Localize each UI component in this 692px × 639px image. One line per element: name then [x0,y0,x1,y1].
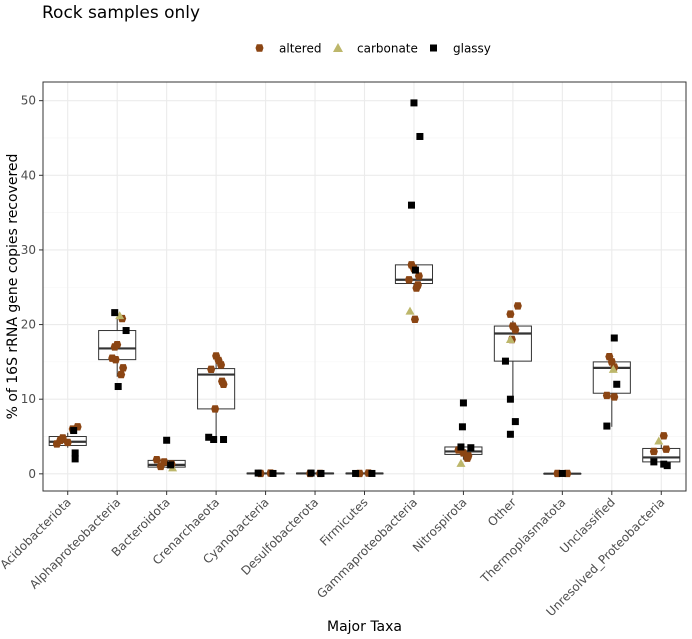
point-glassy [416,132,424,140]
point-glassy [511,418,519,426]
y-tick-label: 30 [21,243,36,257]
y-tick-label: 50 [21,94,36,108]
point-glassy [210,436,218,444]
point-altered [610,393,619,401]
point-glassy [317,469,325,477]
point-altered [414,272,423,280]
point-altered [207,365,216,374]
point-glassy [254,469,262,477]
point-glassy [163,436,171,444]
point-glassy [114,383,122,391]
point-glassy [506,430,514,438]
y-tick-label: 10 [21,392,36,406]
point-carbonate [115,311,125,320]
x-tick-label: Thermoplasmatota [477,495,568,586]
legend-key-carbonate [333,43,343,52]
chart-title: Rock samples only [42,3,200,23]
point-glassy [70,427,78,435]
point-carbonate [505,334,515,343]
point-glassy [368,469,376,477]
legend-label-glassy: glassy [453,42,491,56]
point-glassy [269,469,277,477]
point-altered [217,361,226,369]
x-axis: AcidobacteriotaAlphaproteobacteriaBacter… [0,491,667,619]
point-altered [111,355,120,364]
legend: altered carbonate glassy [255,42,491,56]
grid [43,82,686,491]
point-altered [113,341,122,349]
point-altered [506,310,515,318]
point-carbonate [456,458,466,467]
y-tick-label: 20 [21,318,36,332]
point-altered [119,364,128,372]
point-altered [156,462,165,471]
point-glassy [506,395,514,403]
point-altered [117,370,126,379]
point-glassy [663,462,671,470]
x-tick-label: Other [485,495,519,529]
legend-label-carbonate: carbonate [357,42,418,56]
y-tick-label: 0 [28,467,36,481]
point-glassy [650,458,658,466]
point-carbonate [608,364,618,373]
point-glassy [167,461,175,469]
x-axis-title: Major Taxa [327,619,402,635]
point-glassy [457,443,465,451]
point-glassy [558,469,566,477]
point-altered [211,405,220,413]
point-altered [56,436,65,444]
point-altered [513,302,522,310]
legend-label-altered: altered [279,42,321,56]
point-altered [405,276,414,284]
point-glassy [307,469,315,477]
point-glassy [603,422,611,430]
point-altered [63,438,72,447]
point-glassy [122,327,130,335]
y-tick-label: 40 [21,168,36,182]
point-glassy [71,455,79,463]
x-tick-label: Firmicutes [317,495,370,548]
point-altered [602,391,611,400]
point-glassy [501,357,509,365]
point-altered [219,380,228,388]
y-axis-title: % of 16S rRNA gene copies recovered [5,154,21,420]
data-points [52,99,671,478]
legend-key-altered [255,44,264,52]
point-altered [412,284,421,292]
point-glassy [407,201,415,209]
point-altered [662,445,671,453]
x-tick-label: Gammaproteobacteria [314,495,420,601]
point-glassy [111,309,119,317]
point-altered [463,454,472,462]
point-glassy [467,444,475,452]
point-glassy [411,266,419,274]
point-altered [659,432,668,440]
point-glassy [613,380,621,388]
point-glassy [458,423,466,431]
point-glassy [205,433,213,441]
point-glassy [220,436,228,444]
legend-key-glassy [430,44,437,52]
point-altered [152,455,161,464]
point-carbonate [405,306,415,315]
y-axis: 0 10 20 30 40 50 [21,94,43,481]
point-glassy [410,99,418,107]
x-tick-label: Alphaproteobacteria [27,495,123,591]
point-carbonate [654,436,664,445]
point-altered [410,315,419,324]
point-glassy [610,334,618,342]
point-altered [511,326,520,334]
point-glassy [459,399,467,407]
point-altered [649,447,658,456]
point-glassy [352,469,360,477]
point-glassy [71,449,79,457]
